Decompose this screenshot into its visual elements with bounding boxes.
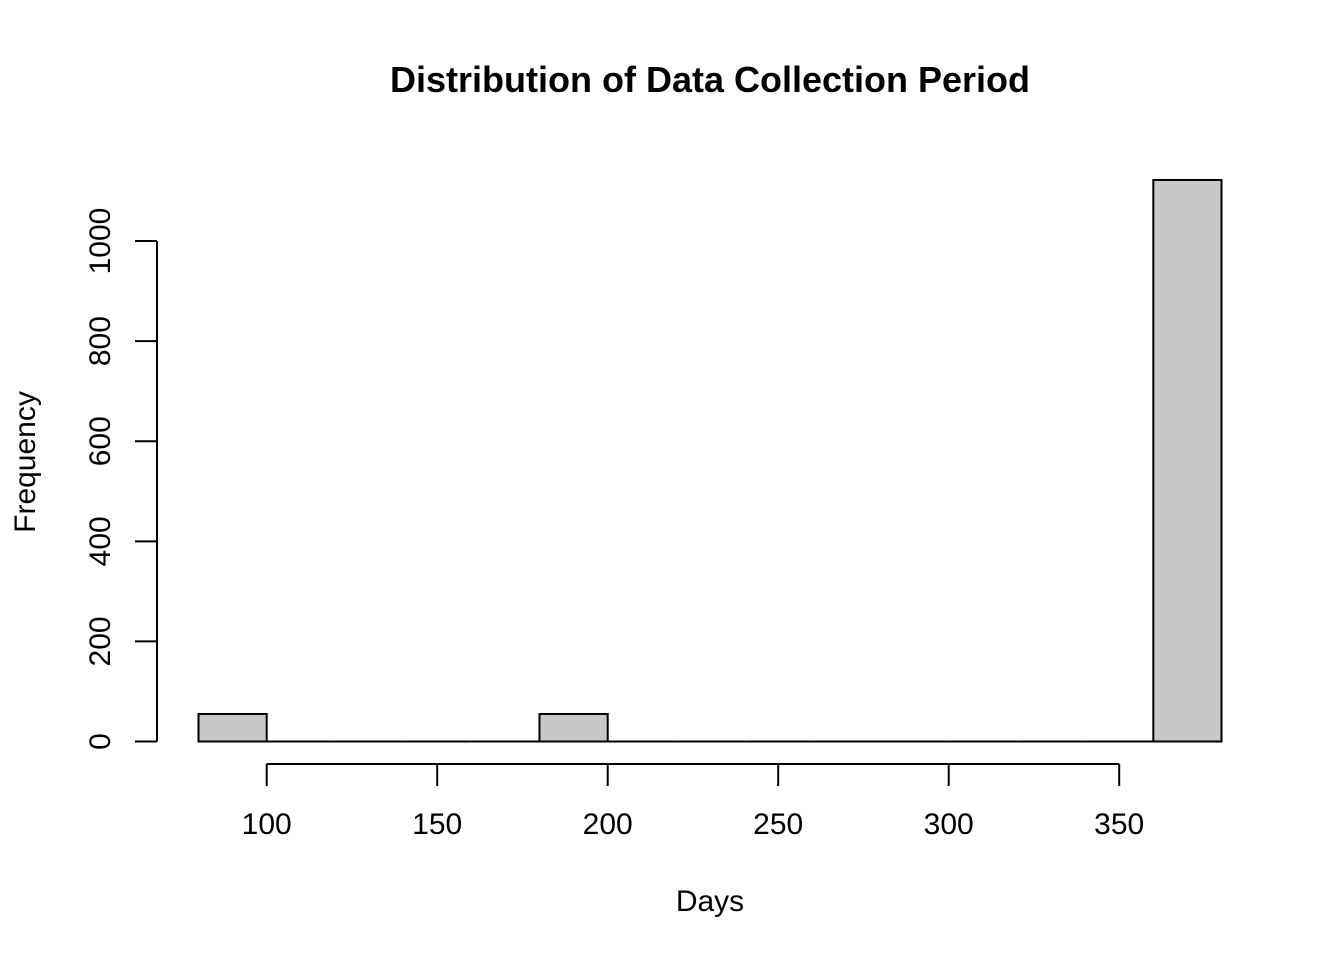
x-tick-label-1: 150 [412, 808, 462, 841]
y-tick-label-3: 600 [84, 416, 117, 466]
y-tick-label-5: 1000 [84, 208, 117, 275]
y-tick-label-2: 400 [84, 516, 117, 566]
y-tick-label-4: 800 [84, 316, 117, 366]
y-axis-label: Frequency [9, 391, 42, 533]
x-tick-label-0: 100 [242, 808, 292, 841]
x-tick-label-4: 300 [924, 808, 974, 841]
y-tick-label-0: 0 [84, 733, 117, 750]
x-tick-label-2: 200 [583, 808, 633, 841]
x-axis: 100 150 200 250 300 350 [242, 763, 1144, 841]
histogram-bars [197, 179, 1223, 743]
y-axis: 0 200 400 600 800 1000 [84, 208, 158, 750]
chart-title: Distribution of Data Collection Period [390, 59, 1030, 100]
histogram-bar-5 [538, 712, 609, 743]
histogram-bar-0 [197, 712, 268, 743]
x-axis-label: Days [676, 885, 744, 918]
x-tick-label-3: 250 [753, 808, 803, 841]
x-tick-label-5: 350 [1094, 808, 1144, 841]
y-tick-label-1: 200 [84, 616, 117, 666]
histogram-bar-14 [1152, 179, 1223, 743]
